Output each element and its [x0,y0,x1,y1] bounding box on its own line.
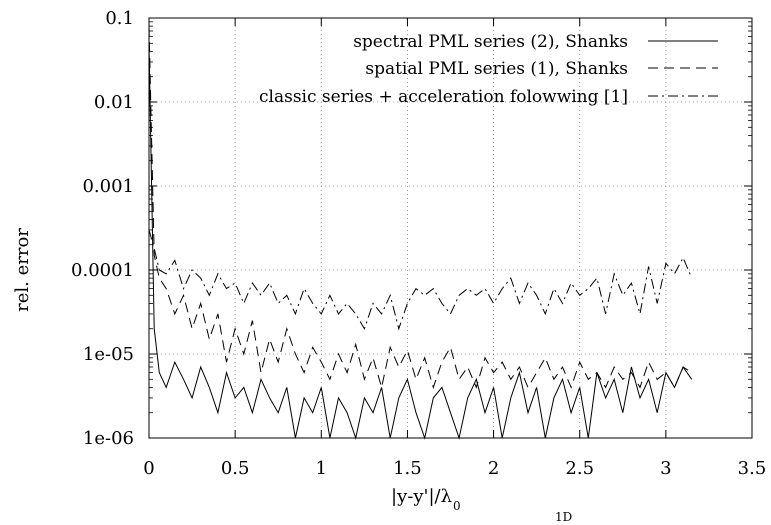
axis-ticks [148,17,753,439]
x-tick-label: 1 [316,458,327,479]
y-axis-title: rel. error [12,228,33,312]
y-tick-label: 0.01 [94,92,134,113]
plot-frame [148,17,753,439]
y-tick-label: 0.1 [105,8,134,29]
x-tick-label: 0.5 [221,458,250,479]
x-axis-title-subscript: 0 [453,499,461,513]
grid-lines [149,18,752,438]
x-tick-label: 3.5 [738,458,767,479]
x-tick-label: 1.5 [393,458,422,479]
legend-label-3: classic series + acceleration folowwing … [259,87,628,107]
x-tick-label: 2 [488,458,499,479]
series-line-2 [148,26,692,390]
series-line-1 [148,43,693,440]
x-tick-label: 0 [143,458,154,479]
y-tick-label: 0.0001 [71,260,134,281]
x-tick-label: 2.5 [565,458,594,479]
legend-label-1: spectral PML series (2), Shanks [353,32,628,52]
y-tick-label: 1e-05 [83,344,134,365]
series-layer [148,26,693,440]
x-axis-title: |y-y'|/λ [391,486,452,507]
legend: spectral PML series (2), Shanks spatial P… [259,32,718,107]
legend-label-2: spatial PML series (1), Shanks [365,59,628,79]
x-tick-labels: 0 0.5 1 1.5 2 2.5 3 3.5 [143,458,766,479]
series-line-3 [148,229,693,331]
y-tick-labels: 1e-06 1e-05 0.0001 0.001 0.01 0.1 [71,8,134,449]
y-tick-label: 0.001 [82,176,134,197]
y-tick-label: 1e-06 [83,428,134,449]
x-tick-label: 3 [660,458,671,479]
bottom-fragment: 1D [555,510,572,524]
